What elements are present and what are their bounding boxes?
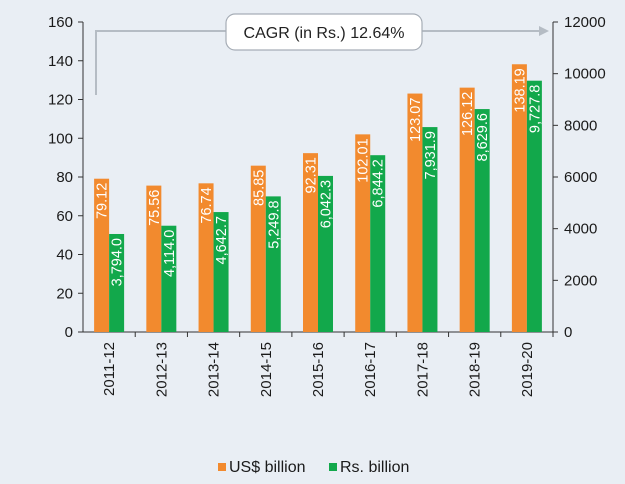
data-label-rs: 3,794.0 [110, 238, 126, 286]
left-axis-tick-label: 120 [48, 92, 73, 109]
data-label-rs: 6,844.2 [371, 159, 387, 207]
data-label-rs: 4,642.7 [214, 216, 230, 264]
legend-swatch-usd [218, 463, 226, 471]
left-axis-tick-label: 100 [48, 130, 73, 147]
left-axis-tick-label: 140 [48, 53, 73, 70]
bar-rs-billion [474, 109, 490, 332]
bar-rs-billion [370, 155, 386, 332]
bar-rs-billion [109, 233, 125, 332]
right-axis-tick-label: 0 [564, 324, 572, 341]
left-axis-tick-label: 40 [56, 247, 73, 264]
bar-usd-billion [303, 153, 318, 332]
x-axis-tick-label: 2015-16 [310, 342, 327, 397]
bar-rs-billion [422, 127, 438, 332]
right-axis-tick-label: 6000 [564, 169, 597, 186]
right-axis-tick-label: 10000 [564, 66, 606, 83]
chart-legend: US$ billion Rs. billion [218, 459, 409, 476]
data-label-usd: 138.19 [512, 68, 528, 112]
bar-rs-billion [213, 212, 229, 332]
bar-usd-billion [146, 185, 162, 332]
bar-usd-billion [407, 93, 423, 332]
right-axis-tick-label: 2000 [564, 272, 597, 289]
x-axis-tick-label: 2019-20 [519, 342, 536, 397]
right-axis-tick-label: 4000 [564, 221, 597, 238]
bar-usd-billion [94, 178, 110, 332]
x-axis-tick-label: 2011-12 [101, 342, 118, 396]
legend-swatch-rs [329, 463, 337, 471]
legend-label-rs: Rs. billion [340, 459, 409, 476]
bar-rs-billion [526, 80, 542, 332]
chart-data-labels: 79.12 3,794.0 75.56 4,114.0 76.744,642.7 85.8… [95, 68, 544, 286]
data-label-usd: 79.12 [95, 183, 111, 219]
bar-usd-billion [250, 165, 266, 332]
data-label-rs: 7,931.9 [423, 131, 439, 179]
bar-rs-billion [318, 175, 333, 332]
right-axis-tick-label: 8000 [564, 117, 597, 134]
cagr-annotation: CAGR (in Rs.) 12.64% [95, 13, 549, 95]
data-label-usd: 85.85 [251, 170, 267, 206]
data-label-usd: 75.56 [147, 190, 163, 226]
data-label-rs: 9,727.8 [527, 85, 543, 133]
cagr-callout-text: CAGR (in Rs.) 12.64% [244, 25, 405, 42]
chart-bars [94, 64, 542, 333]
data-label-usd: 123.07 [408, 98, 424, 142]
x-axis-tick-label: 2017-18 [414, 342, 431, 397]
x-axis-tick-label: 2018-19 [467, 342, 484, 397]
left-axis-tick-label: 160 [48, 14, 73, 31]
x-axis-tick-label: 2014-15 [258, 342, 275, 397]
bar-usd-billion [198, 183, 214, 332]
cagr-callout-box [225, 13, 423, 51]
right-axis-tick-label: 12000 [564, 14, 606, 31]
data-label-usd: 102.01 [356, 138, 372, 182]
bar-rs-billion [161, 225, 177, 332]
left-axis-tick-label: 80 [56, 169, 73, 186]
x-axis-tick-label: 2016-17 [362, 342, 379, 397]
data-label-rs: 6,042.3 [319, 180, 335, 228]
left-axis-tick-label: 0 [65, 324, 73, 341]
bar-usd-billion [511, 64, 527, 333]
data-label-usd: 126.12 [460, 92, 476, 136]
chart-axes: 0 20 40 60 80 100 120 140 160 0 2000 4000 6000 8000 10… [48, 14, 606, 341]
x-axis-ticks: 2011-12 2012-13 2013-14 2014-15 2015-16 2016-… [101, 342, 536, 397]
data-label-rs: 5,249.8 [266, 200, 282, 248]
data-label-usd: 92.31 [304, 157, 320, 193]
bar-usd-billion [355, 134, 371, 332]
bar-usd-billion [459, 87, 475, 332]
x-axis-tick-label: 2013-14 [206, 342, 223, 397]
bar-rs-billion [265, 196, 281, 332]
cagr-arrow-head [539, 26, 549, 36]
left-axis-tick-label: 20 [56, 285, 73, 302]
left-axis-tick-label: 60 [56, 208, 73, 225]
legend-label-usd: US$ billion [229, 459, 305, 476]
data-label-rs: 4,114.0 [162, 230, 178, 277]
data-label-rs: 8,629.6 [475, 113, 491, 161]
x-axis-tick-label: 2012-13 [153, 342, 170, 397]
data-label-usd: 76.74 [199, 187, 215, 223]
